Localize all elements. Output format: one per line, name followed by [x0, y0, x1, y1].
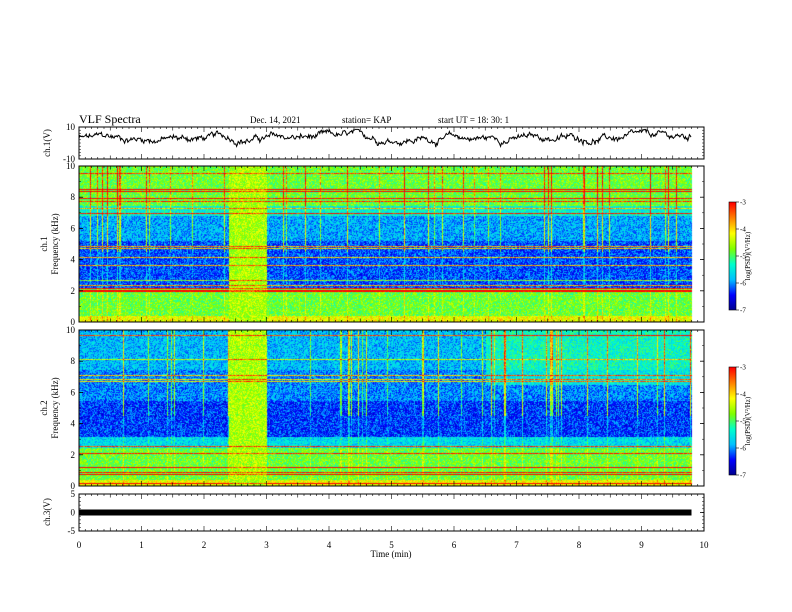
ch1-waveform-tick-label: 10 [66, 122, 76, 132]
colorbar-tick-label: -4 [740, 226, 746, 234]
ch2-spectrogram-channel-label: ch.2 [39, 400, 49, 415]
ch1-colorbar-label: log(PSD)(V²/Hz) [744, 231, 752, 280]
time-tick-label: 2 [202, 540, 207, 550]
ch1-spectrogram-tick-label: 10 [66, 161, 76, 171]
ch1-spectrogram-yticks: 0 2 4 6 8 10 [66, 161, 704, 327]
ch2-colorbar-label: log(PSD)(V²/Hz) [744, 396, 752, 445]
colorbar-tick-label: -6 [740, 280, 746, 288]
colorbar-tick-label: -3 [740, 199, 746, 207]
ch2-colorbar-holder [729, 367, 736, 475]
time-axis-label: Time (min) [371, 549, 412, 559]
start-time-label: start UT = 18: 30: 1 [438, 115, 509, 125]
ch1-colorbar-gradient [729, 202, 736, 310]
ch1-colorbar-holder [729, 202, 736, 310]
ch1-waveform-yticks: 10 -10 [63, 122, 704, 164]
ch2-spectrogram-panel: 0 2 4 6 8 10 ch.2 Frequency (kHz) -3 -4 -5 -6 -7 … [39, 325, 752, 491]
ch1-spectrogram-image-holder [79, 166, 704, 322]
colorbar-tick-label: -6 [740, 445, 746, 453]
time-tick-label: 9 [639, 540, 644, 550]
ch3-waveform-tick-label: 5 [71, 489, 76, 499]
time-tick-label: 8 [577, 540, 582, 550]
ch1-spectrogram-tick-label: 2 [71, 286, 76, 296]
time-tick-label: 7 [514, 540, 519, 550]
colorbar-tick-label: -7 [740, 472, 746, 480]
colorbar-tick-label: -3 [740, 364, 746, 372]
ch1-waveform-trace [78, 128, 692, 149]
ch1-spectrogram-image [79, 166, 704, 322]
ch1-spectrogram-channel-label: ch.1 [39, 236, 49, 251]
ch2-spectrogram-yticks: 0 2 4 6 8 10 [66, 325, 704, 491]
ch1-spectrogram-tick-label: 8 [71, 192, 76, 202]
ch2-spectrogram-tick-label: 8 [71, 356, 76, 366]
time-tick-label: 3 [264, 540, 269, 550]
observation-date: Dec. 14, 2021 [250, 115, 301, 125]
ch2-spectrogram-image [79, 330, 704, 486]
ch3-waveform-tick-label: 0 [71, 508, 76, 518]
ch1-waveform-tick-label: -10 [63, 154, 75, 164]
time-tick-label: 5 [389, 540, 394, 550]
time-tick-label: 1 [139, 540, 144, 550]
ch3-waveform-yticks: 5 0 -5 [68, 489, 704, 536]
ch2-spectrogram-tick-label: 6 [71, 387, 76, 397]
ch1-colorbar-ticks: -3 -4 -5 -6 -7 [736, 199, 746, 315]
colorbar-tick-label: -4 [740, 391, 746, 399]
time-tick-label: 4 [327, 540, 332, 550]
ch1-spectrogram-tick-label: 6 [71, 223, 76, 233]
station-label: station= KAP [342, 115, 391, 125]
ch1-spectrogram-ylabel: Frequency (kHz) [50, 213, 60, 274]
time-axis-ticks: 0 1 2 3 4 5 6 7 8 9 10 [77, 127, 709, 550]
figure-title: VLF Spectra [79, 112, 141, 126]
colorbar-tick-label: -5 [740, 253, 746, 261]
colorbar-tick-label: -5 [740, 418, 746, 426]
ch2-spectrogram-ylabel: Frequency (kHz) [50, 377, 60, 438]
ch1-spectrogram-panel: 0 2 4 6 8 10 ch.1 Frequency (kHz) -3 -4 -5 -6 -7 … [39, 161, 752, 327]
ch1-spectrogram-tick-label: 0 [71, 317, 76, 327]
colorbar-tick-label: -7 [740, 307, 746, 315]
ch2-spectrogram-tick-label: 4 [71, 419, 76, 429]
ch2-spectrogram-tick-label: 2 [71, 450, 76, 460]
ch2-spectrogram-tick-label: 10 [66, 325, 76, 335]
ch1-spectrogram-tick-label: 4 [71, 255, 76, 265]
ch2-colorbar-ticks: -3 -4 -5 -6 -7 [736, 364, 746, 480]
ch1-waveform-ylabel: ch.1(V) [42, 129, 52, 157]
ch3-waveform-tick-label: -5 [68, 526, 76, 536]
ch2-spectrogram-tick-label: 0 [71, 481, 76, 491]
ch2-colorbar: -3 -4 -5 -6 -7 log(PSD)(V²/Hz) [728, 364, 752, 480]
ch1-colorbar: -3 -4 -5 -6 -7 log(PSD)(V²/Hz) [728, 199, 752, 315]
ch2-colorbar-gradient [729, 367, 736, 475]
time-tick-label: 0 [77, 540, 82, 550]
ch3-waveform-ylabel: ch.3(V) [42, 498, 52, 526]
ch2-spectrogram-image-holder [79, 330, 704, 486]
time-tick-label: 10 [700, 540, 710, 550]
time-tick-label: 6 [452, 540, 457, 550]
